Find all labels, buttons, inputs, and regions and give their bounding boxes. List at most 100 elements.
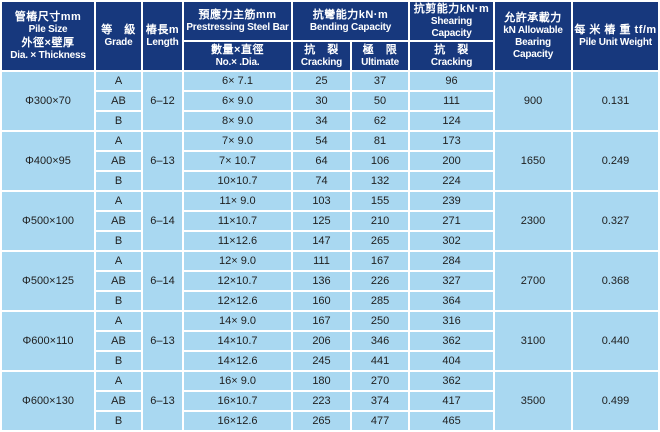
table-header: 管樁尺寸mm Pile Size 外徑×壁厚 Dia. × Thickness … <box>2 2 659 70</box>
table-row: AB 7× 10.7 64 106 200 <box>2 152 658 170</box>
bending-cracking-cell: 147 <box>293 232 350 250</box>
steel-bar-cell: 6× 9.0 <box>184 92 291 110</box>
steel-bar-cell: 14×10.7 <box>184 332 291 350</box>
header-text-line: Pile Unit Weight <box>579 37 652 48</box>
header-bearing-capacity: 允許承載力 kN Allowable Bearing Capacity <box>495 2 572 70</box>
table-row: Φ500×125 A 6–14 12× 9.0 111 167 284 2700… <box>2 252 659 310</box>
header-text-line: Pile Size <box>28 24 68 35</box>
bending-cracking-cell: 125 <box>293 212 350 230</box>
bearing-cell: 900 <box>495 72 572 130</box>
table-row: B 16×12.6 265 477 465 <box>2 412 658 430</box>
header-length: 樁長m Length <box>143 2 182 70</box>
table-row: AB 6× 9.0 30 50 111 <box>2 92 658 110</box>
shearing-cracking-cell: 327 <box>410 272 494 290</box>
grade-cell: AB <box>96 212 141 230</box>
header-text-line: 數量×直徑 <box>211 44 264 56</box>
bending-cracking-cell: 64 <box>293 152 350 170</box>
header-text-line: Ultimate <box>361 57 399 68</box>
grade-cell: AB <box>96 92 141 110</box>
header-text-line: 預應力主筋mm <box>198 9 277 21</box>
shearing-cracking-cell: 364 <box>410 292 494 310</box>
unit-weight-cell: 0.249 <box>573 132 659 190</box>
bending-cracking-cell: 111 <box>293 252 350 270</box>
header-shearing-capacity: 抗剪能力kN·m Shearing Capacity <box>410 2 494 40</box>
bending-cracking-cell: 223 <box>293 392 350 410</box>
header-text-line: 抗彎能力kN·m <box>312 9 389 21</box>
pile-size-cell: Φ300×70 <box>2 72 94 130</box>
unit-weight-cell: 0.499 <box>573 372 659 430</box>
length-cell: 6–14 <box>143 192 182 250</box>
shearing-cracking-cell: 404 <box>410 352 494 370</box>
unit-weight-cell: 0.440 <box>573 312 659 370</box>
bending-ultimate-cell: 226 <box>352 272 409 290</box>
grade-cell: A <box>96 372 141 390</box>
table-row: AB 14×10.7 206 346 362 <box>2 332 658 350</box>
header-text-line: 抗 裂 <box>434 44 469 56</box>
bending-cracking-cell: 167 <box>293 312 350 330</box>
shearing-cracking-cell: 96 <box>410 72 494 90</box>
table-row: Φ300×70 A 6–12 6× 7.1 25 37 96 900 0.131 <box>2 72 659 130</box>
bending-ultimate-cell: 167 <box>352 252 409 270</box>
length-cell: 6–14 <box>143 252 182 310</box>
steel-bar-cell: 12× 9.0 <box>184 252 291 270</box>
header-text-line: 每 米 樁 重 tf/m <box>574 24 657 36</box>
header-text-line: Shearing Capacity <box>430 16 473 39</box>
bending-ultimate-cell: 155 <box>352 192 409 210</box>
bending-ultimate-cell: 132 <box>352 172 409 190</box>
length-cell: 6–12 <box>143 72 182 130</box>
length-cell: 6–13 <box>143 132 182 190</box>
header-text-line: 抗剪能力kN·m <box>413 3 490 15</box>
table-row: Φ400×95 A 6–13 7× 9.0 54 81 173 1650 0.2… <box>2 132 659 190</box>
header-row-top: 管樁尺寸mm Pile Size 外徑×壁厚 Dia. × Thickness … <box>2 2 659 70</box>
bending-ultimate-cell: 346 <box>352 332 409 350</box>
shearing-cracking-cell: 362 <box>410 332 494 350</box>
bending-cracking-cell: 25 <box>293 72 350 90</box>
header-text-line: 管樁尺寸mm <box>14 11 82 23</box>
length-cell: 6–13 <box>143 312 182 370</box>
table-row: Φ500×100 A 6–14 11× 9.0 103 155 239 2300… <box>2 192 659 250</box>
steel-bar-cell: 10×10.7 <box>184 172 291 190</box>
table-row: B 10×10.7 74 132 224 <box>2 172 658 190</box>
bending-ultimate-cell: 37 <box>352 72 409 90</box>
header-text-line: Bending Capacity <box>309 22 392 33</box>
steel-bar-cell: 16×10.7 <box>184 392 291 410</box>
header-steel-bar: 預應力主筋mm Prestressing Steel Bar <box>184 2 291 40</box>
grade-cell: AB <box>96 332 141 350</box>
shearing-cracking-cell: 362 <box>410 372 494 390</box>
grade-cell: B <box>96 412 141 430</box>
header-text-line: 樁長m <box>145 24 180 36</box>
header-text-line: No.× .Dia. <box>215 57 260 68</box>
steel-bar-cell: 8× 9.0 <box>184 112 291 130</box>
header-text-line: Bearing <box>515 37 551 48</box>
header-text-line: Prestressing Steel Bar <box>186 22 289 33</box>
shearing-cracking-cell: 271 <box>410 212 494 230</box>
header-row-sub: 數量×直徑 No.× .Dia. 抗 裂 Cracking 極 限 Ultima… <box>2 42 658 70</box>
shearing-cracking-cell: 284 <box>410 252 494 270</box>
header-grade: 等 級 Grade <box>96 2 141 70</box>
table-row: Φ600×130 A 6–13 16× 9.0 180 270 362 3500… <box>2 372 659 430</box>
grade-cell: A <box>96 312 141 330</box>
header-bending-capacity: 抗彎能力kN·m Bending Capacity <box>293 2 409 40</box>
shearing-cracking-cell: 224 <box>410 172 494 190</box>
header-text-line: 極 限 <box>362 44 398 56</box>
steel-bar-cell: 16×12.6 <box>184 412 291 430</box>
bending-ultimate-cell: 62 <box>352 112 409 130</box>
pile-size-cell: Φ500×125 <box>2 252 94 310</box>
bending-ultimate-cell: 250 <box>352 312 409 330</box>
shearing-cracking-cell: 417 <box>410 392 494 410</box>
grade-cell: B <box>96 232 141 250</box>
steel-bar-cell: 7× 9.0 <box>184 132 291 150</box>
header-shearing-cracking: 抗 裂 Cracking <box>410 42 494 70</box>
grade-cell: AB <box>96 392 141 410</box>
header-text-line: 外徑×壁厚 <box>21 37 75 49</box>
table-row: AB 16×10.7 223 374 417 <box>2 392 658 410</box>
header-text-line: Length <box>146 37 179 48</box>
header-text-line: 允許承載力 <box>504 12 562 24</box>
bending-ultimate-cell: 106 <box>352 152 409 170</box>
header-unit-weight: 每 米 樁 重 tf/m Pile Unit Weight <box>573 2 659 70</box>
bending-ultimate-cell: 270 <box>352 372 409 390</box>
length-cell: 6–13 <box>143 372 182 430</box>
bending-cracking-cell: 30 <box>293 92 350 110</box>
pile-size-cell: Φ400×95 <box>2 132 94 190</box>
